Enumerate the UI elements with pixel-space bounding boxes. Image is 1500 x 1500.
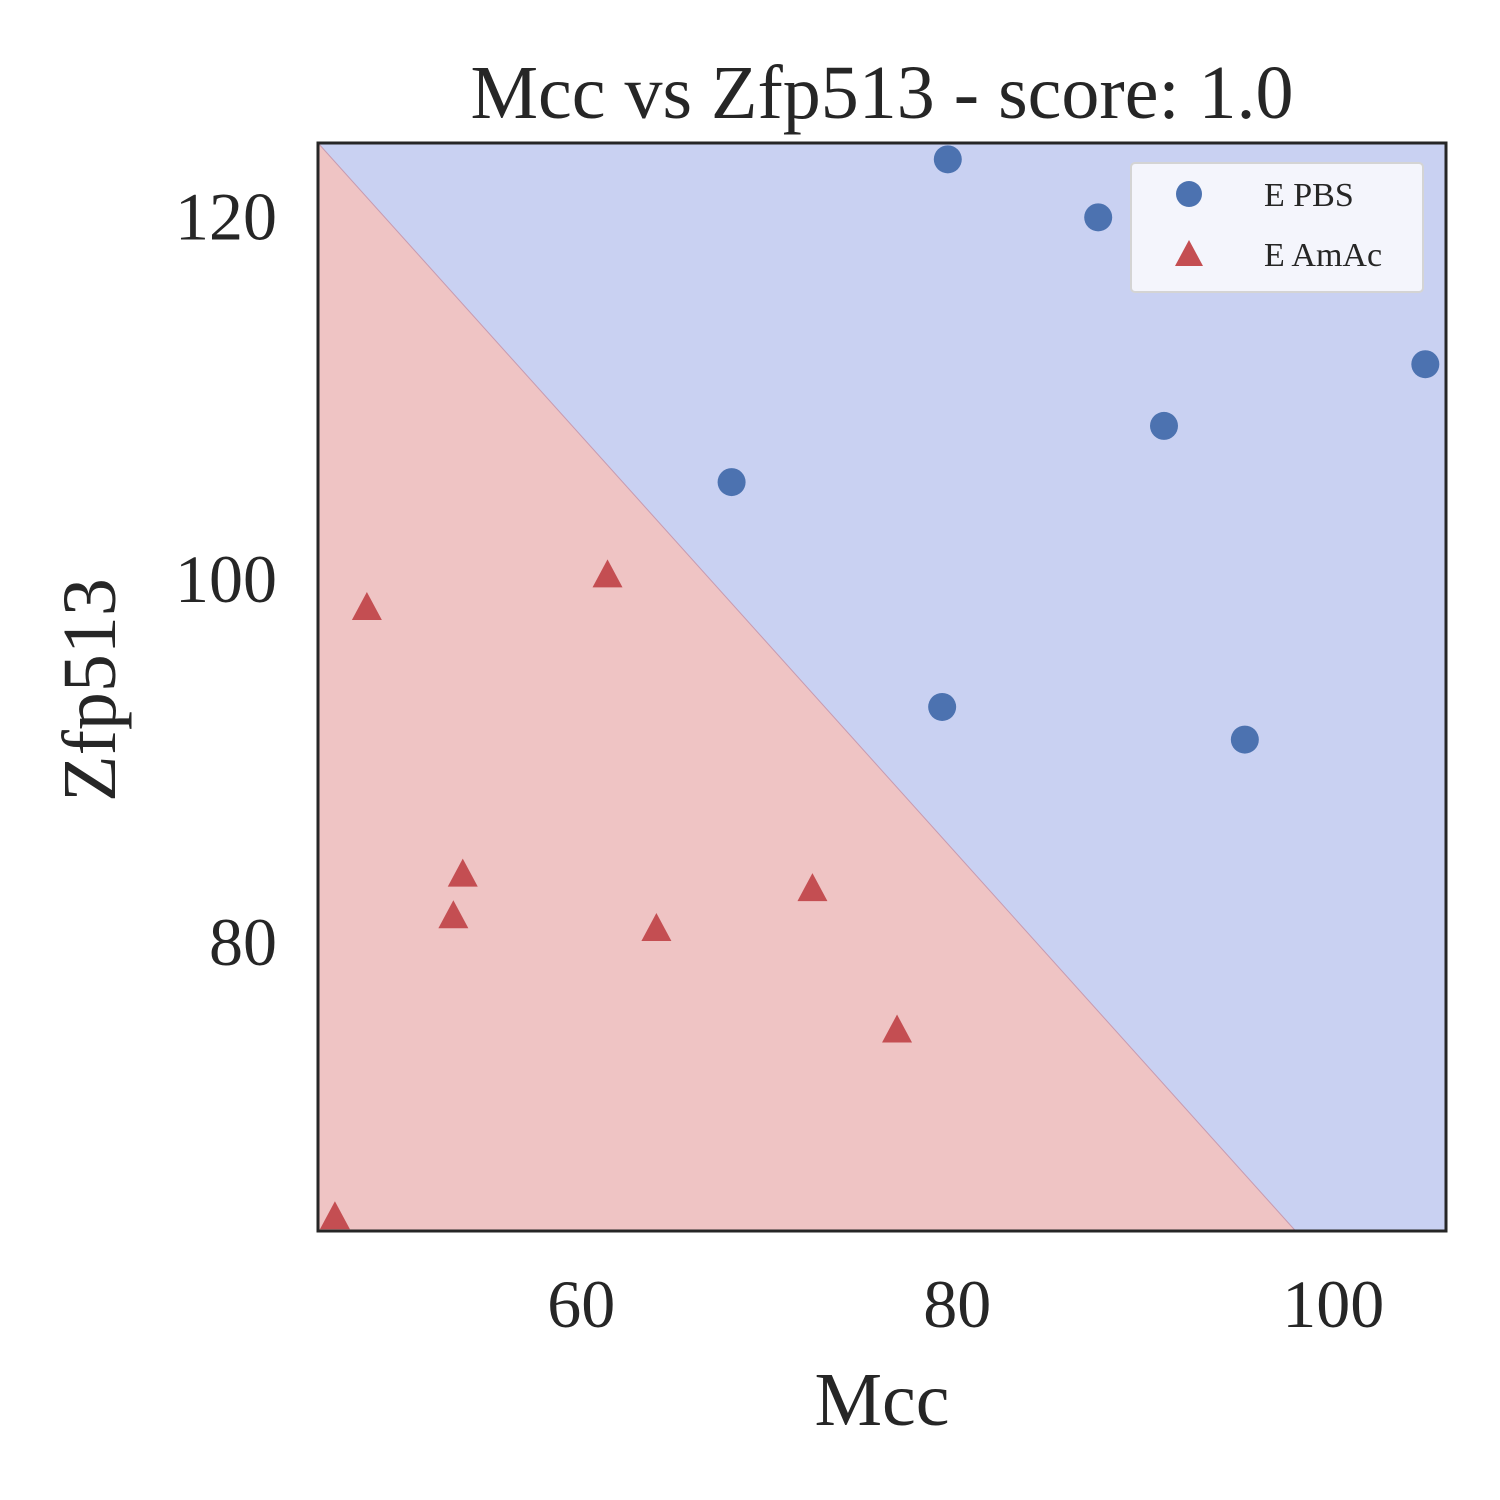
y-tick-label: 120 xyxy=(175,179,277,255)
x-tick-label: 60 xyxy=(547,1266,615,1342)
point-e-amac-2 xyxy=(447,858,478,887)
point-e-amac-4 xyxy=(641,912,672,941)
point-e-amac-0 xyxy=(592,559,623,588)
legend-marker-e-amac xyxy=(1175,240,1203,266)
point-e-amac-6 xyxy=(882,1014,913,1043)
point-e-amac-3 xyxy=(438,900,469,929)
x-tick-label: 80 xyxy=(923,1266,991,1342)
y-axis-ticks: 80 100 120 xyxy=(175,179,277,980)
y-tick-label: 80 xyxy=(209,904,277,980)
legend-marker-e-pbs xyxy=(1176,181,1202,207)
y-tick-label: 100 xyxy=(175,541,277,617)
point-e-amac-5 xyxy=(797,873,828,902)
point-e-pbs-4 xyxy=(717,468,746,497)
point-e-amac-7 xyxy=(319,1201,350,1230)
point-e-pbs-0 xyxy=(933,145,962,174)
point-e-pbs-1 xyxy=(1084,203,1113,232)
point-e-amac-1 xyxy=(351,592,382,621)
chart-title: Mcc vs Zfp513 - score: 1.0 xyxy=(470,51,1293,135)
legend-box xyxy=(1130,162,1424,293)
point-e-pbs-5 xyxy=(928,692,957,721)
legend-label-e-amac: E AmAc xyxy=(1264,237,1382,274)
x-axis-ticks: 60 80 100 xyxy=(547,1266,1384,1342)
decision-regions xyxy=(318,143,1446,1231)
legend: E PBS E AmAc xyxy=(1130,162,1424,293)
point-e-pbs-6 xyxy=(1230,725,1259,754)
point-e-pbs-3 xyxy=(1150,411,1178,440)
plot-frame xyxy=(316,141,1448,1233)
x-tick-label: 100 xyxy=(1282,1266,1384,1342)
y-axis-label: Zfp513 xyxy=(48,578,132,802)
data-points xyxy=(319,145,1440,1230)
point-e-pbs-2 xyxy=(1411,350,1440,379)
x-axis-label: Mcc xyxy=(814,1358,949,1442)
legend-label-e-pbs: E PBS xyxy=(1264,177,1354,214)
decision-boundary-line xyxy=(318,143,1296,1231)
